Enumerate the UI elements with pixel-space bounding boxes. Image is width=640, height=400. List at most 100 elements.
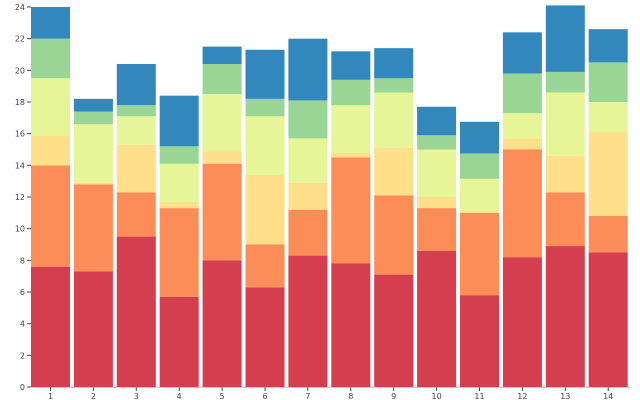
bar-stack-9 <box>374 48 414 387</box>
bar-series-2-9 <box>374 195 414 275</box>
bar-series-4-3 <box>116 116 156 145</box>
bar-series-4-5 <box>202 94 242 152</box>
bar-series-1-3 <box>116 236 156 387</box>
x-tick-label: 4 <box>177 392 182 400</box>
bar-series-1-7 <box>288 255 328 387</box>
bar-stack-6 <box>245 49 285 387</box>
bar-stack-12 <box>502 32 542 387</box>
x-tick-label: 14 <box>603 392 613 400</box>
y-tick-label: 24 <box>15 3 25 12</box>
bar-stack-1 <box>31 7 70 387</box>
bar-series-2-5 <box>202 163 242 261</box>
bar-series-6-12 <box>502 32 542 74</box>
bar-series-6-13 <box>545 5 585 72</box>
bar-series-6-5 <box>202 46 242 64</box>
bar-series-4-11 <box>460 178 499 213</box>
bar-series-1-6 <box>245 287 285 387</box>
y-tick-label: 4 <box>20 320 25 329</box>
y-tick-label: 18 <box>15 98 25 107</box>
bar-series-6-2 <box>73 98 113 112</box>
bar-series-1-11 <box>460 295 499 387</box>
bar-stack-2 <box>73 98 113 387</box>
x-tick-label: 2 <box>91 392 96 400</box>
bar-series-4-9 <box>374 92 414 148</box>
bar-series-5-3 <box>116 105 156 117</box>
bar-stack-7 <box>288 38 328 387</box>
x-tick-label: 7 <box>305 392 310 400</box>
bar-series-6-4 <box>159 95 199 147</box>
bar-series-5-4 <box>159 146 199 164</box>
bar-series-3-5 <box>202 151 242 164</box>
bar-series-2-2 <box>73 184 113 272</box>
bar-series-4-1 <box>31 78 70 136</box>
bar-series-1-8 <box>331 263 371 387</box>
bar-stack-8 <box>331 51 371 387</box>
bar-series-1-10 <box>417 250 457 387</box>
bar-series-2-13 <box>545 192 585 247</box>
y-tick-label: 0 <box>20 383 25 392</box>
bar-series-4-13 <box>545 92 585 156</box>
bar-series-6-10 <box>417 106 457 136</box>
bar-series-3-3 <box>116 144 156 193</box>
x-axis: 1 2 3 4 5 6 7 8 9 10 11 12 13 14 <box>31 387 630 400</box>
bar-series-5-8 <box>331 79 371 106</box>
bar-series-5-7 <box>288 100 328 139</box>
bar-series-6-8 <box>331 51 371 80</box>
bar-series-5-12 <box>502 73 542 114</box>
bar-series-3-14 <box>588 132 628 216</box>
bar-series-1-4 <box>159 296 199 387</box>
bar-series-2-1 <box>31 165 70 267</box>
bar-series-3-8 <box>331 152 371 158</box>
bar-stack-11 <box>460 121 499 387</box>
x-tick-label: 1 <box>48 392 53 400</box>
bar-series-1-14 <box>588 252 628 387</box>
bar-series-3-4 <box>159 201 199 209</box>
bar-series-5-1 <box>31 38 70 79</box>
bar-series-2-14 <box>588 216 628 253</box>
x-tick-label: 3 <box>134 392 139 400</box>
bar-series-5-9 <box>374 78 414 93</box>
bar-series-1-5 <box>202 260 242 387</box>
bar-series-4-7 <box>288 138 328 183</box>
x-tick-label: 11 <box>474 392 484 400</box>
bar-stack-14 <box>588 29 628 387</box>
y-tick-label: 20 <box>15 66 25 75</box>
x-tick-label: 5 <box>220 392 225 400</box>
y-tick-label: 16 <box>15 130 25 139</box>
bar-stack-3 <box>116 64 156 387</box>
bar-series-2-8 <box>331 157 371 264</box>
bar-series-2-10 <box>417 208 457 251</box>
y-tick-label: 12 <box>15 193 25 202</box>
bar-series-3-6 <box>245 174 285 245</box>
bar-series-5-6 <box>245 98 285 117</box>
bar-series-3-2 <box>73 182 113 185</box>
bar-series-4-12 <box>502 113 542 139</box>
bar-series-5-11 <box>460 153 499 179</box>
y-tick-label: 10 <box>15 225 25 234</box>
bar-series-2-6 <box>245 244 285 288</box>
bar-series-3-11 <box>460 212 499 213</box>
bar-series-1-13 <box>545 246 585 387</box>
bar-series-4-6 <box>245 116 285 175</box>
bar-series-3-1 <box>31 135 70 166</box>
bar-series-3-9 <box>374 147 414 196</box>
bar-series-4-2 <box>73 124 113 183</box>
bar-series-1-9 <box>374 274 414 387</box>
bar-series-5-10 <box>417 135 457 150</box>
bar-series-6-3 <box>116 64 156 106</box>
bar-series-2-12 <box>502 149 542 258</box>
bar-series-1-2 <box>73 271 113 387</box>
bar-series-6-7 <box>288 38 328 101</box>
x-tick-label: 8 <box>348 392 353 400</box>
bar-series-2-3 <box>116 192 156 237</box>
bar-series-4-10 <box>417 149 457 197</box>
bar-series-4-4 <box>159 163 199 202</box>
x-tick-label: 13 <box>560 392 570 400</box>
bar-series-6-6 <box>245 49 285 99</box>
bar-series-3-7 <box>288 182 328 210</box>
y-tick-label: 6 <box>20 288 25 297</box>
bar-series-3-10 <box>417 197 457 209</box>
bar-series-4-14 <box>588 102 628 133</box>
